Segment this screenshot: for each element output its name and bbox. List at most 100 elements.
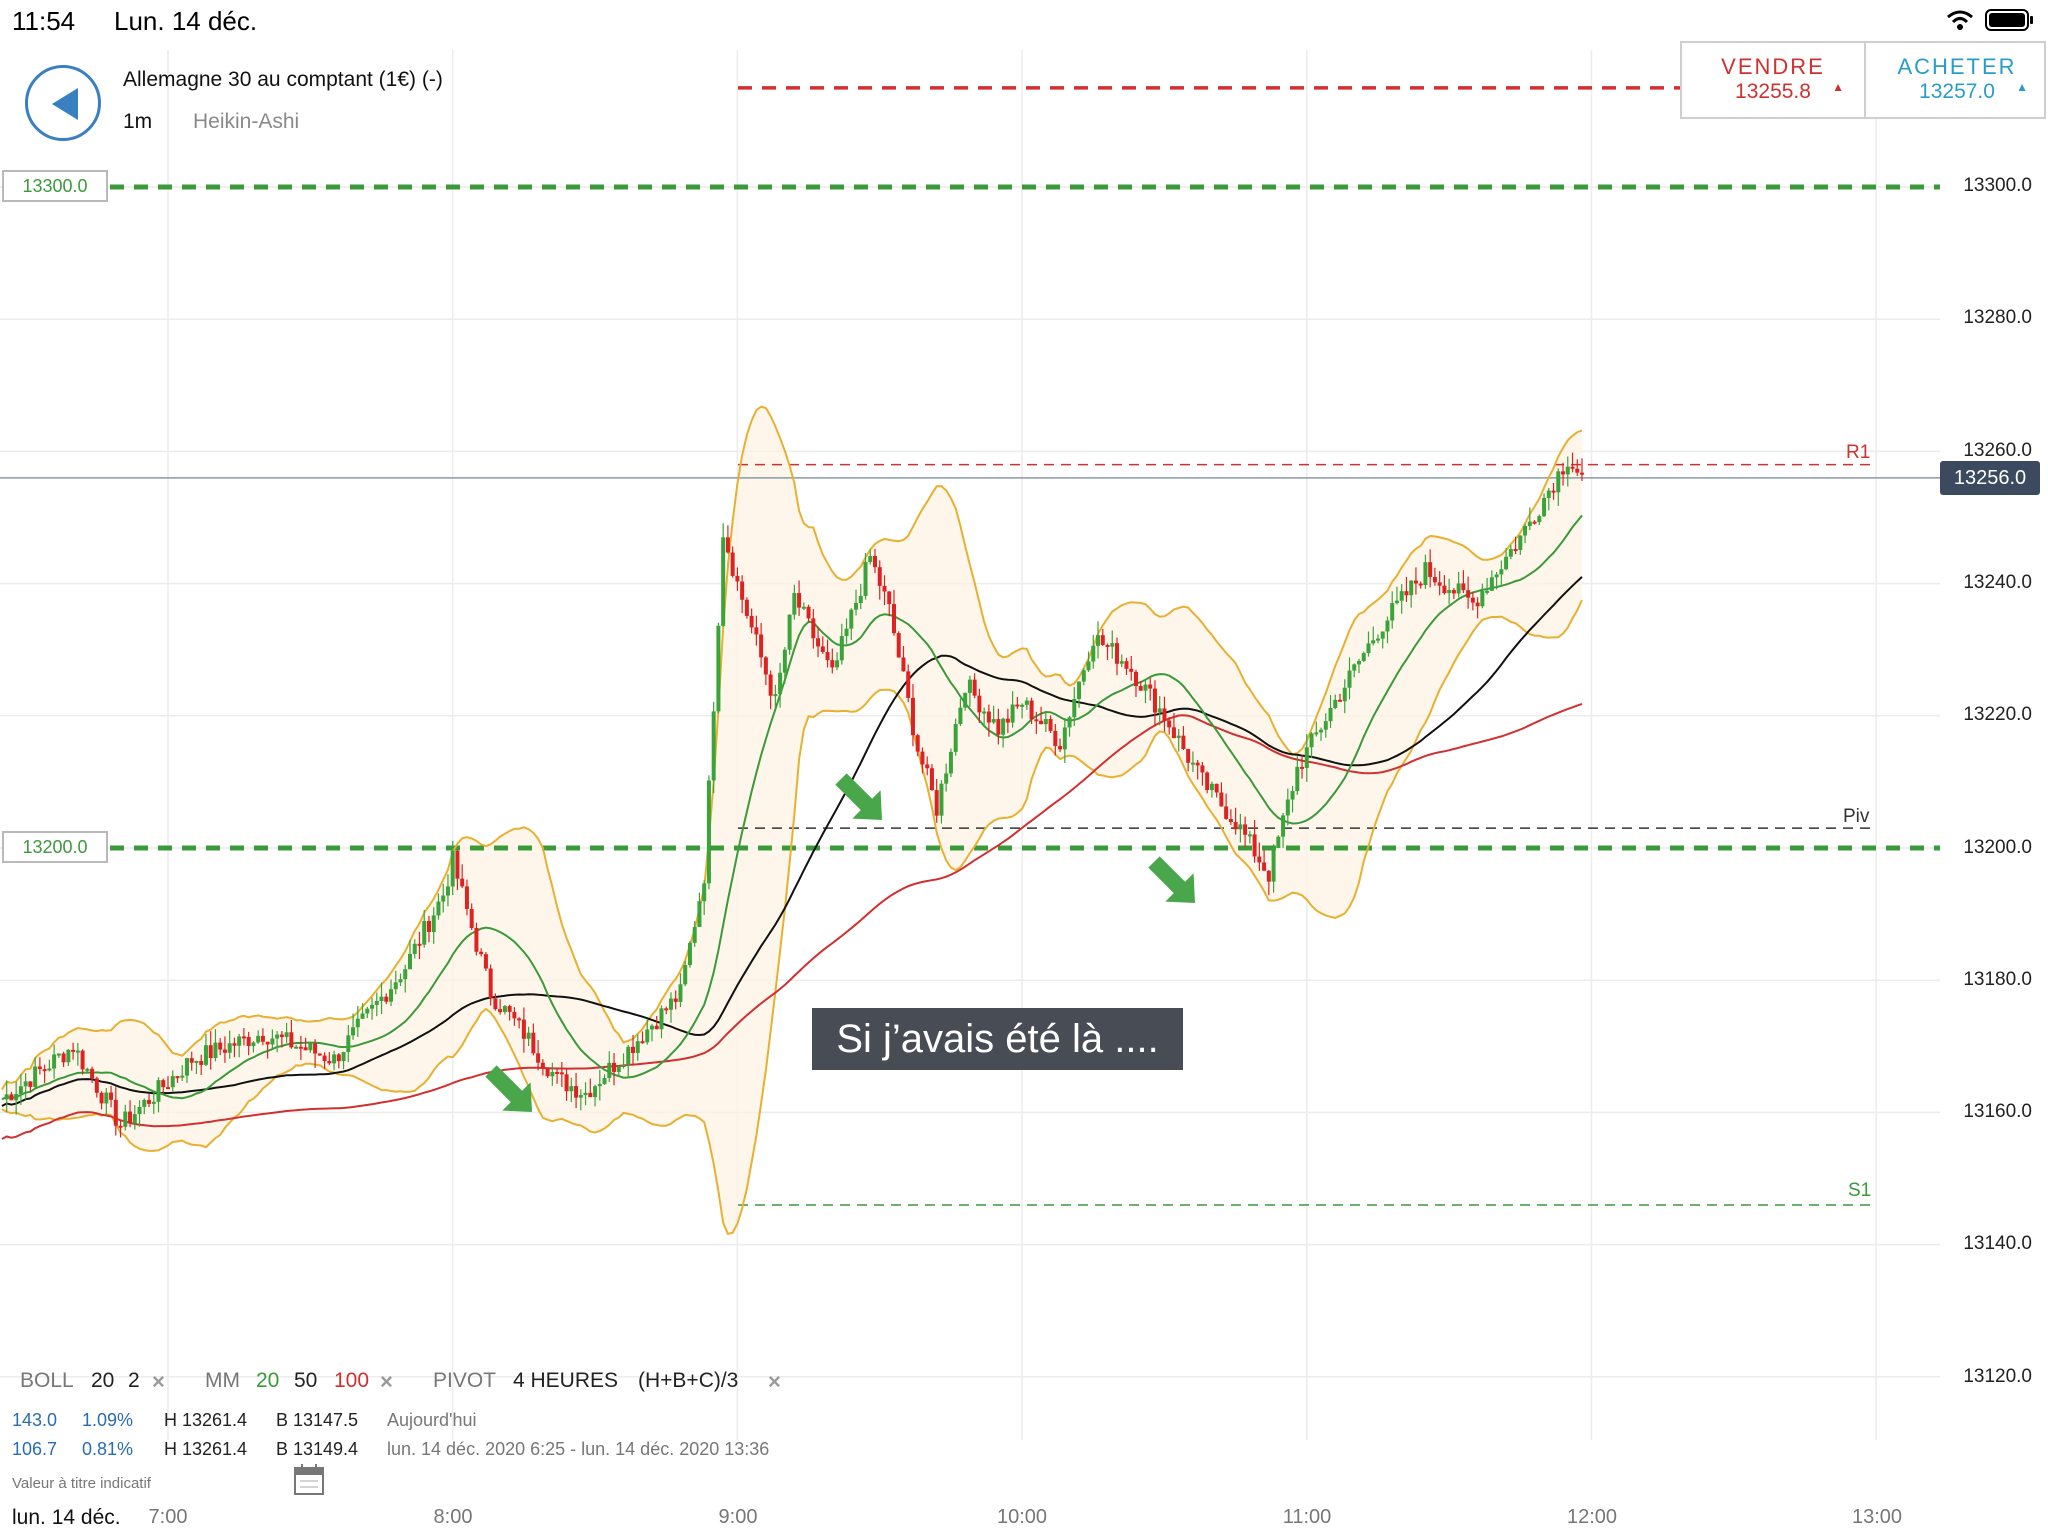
candle-body bbox=[56, 1053, 61, 1056]
calendar-icon[interactable] bbox=[293, 1462, 325, 1496]
candle-body bbox=[237, 1036, 242, 1046]
back-button[interactable] bbox=[25, 65, 101, 141]
y-tick-label: 13180.0 bbox=[1963, 969, 2032, 990]
candle-body bbox=[1115, 643, 1119, 664]
candle-body bbox=[436, 901, 441, 916]
candle-body bbox=[384, 996, 389, 1002]
candle-body bbox=[14, 1094, 19, 1101]
timeframe-selector[interactable]: 1m bbox=[123, 110, 153, 133]
candle-body bbox=[66, 1049, 71, 1063]
stat-pct: 1.09% bbox=[82, 1410, 134, 1430]
candle-body bbox=[1485, 590, 1490, 593]
candle-body bbox=[1309, 733, 1314, 748]
boll-dev: 2 bbox=[128, 1369, 140, 1392]
alert-level-tag-13200[interactable]: 13200.0 bbox=[2, 831, 108, 863]
candle-body bbox=[1328, 707, 1333, 722]
candle-body bbox=[132, 1114, 137, 1124]
candles bbox=[4, 452, 1585, 1138]
candle-body bbox=[934, 790, 939, 816]
candle-body bbox=[906, 671, 911, 698]
candle-body bbox=[279, 1034, 284, 1038]
chart-type-selector[interactable]: Heikin-Ashi bbox=[193, 110, 300, 133]
candle-body bbox=[1195, 762, 1200, 766]
arrow-up-icon-shape bbox=[1148, 856, 1195, 903]
candle-body bbox=[512, 1011, 517, 1019]
candle-body bbox=[1556, 471, 1561, 493]
sell-trend-up-icon: ▲ bbox=[1832, 80, 1844, 94]
alert-level-tag-13300[interactable]: 13300.0 bbox=[2, 170, 108, 202]
candle-body bbox=[260, 1035, 265, 1042]
candle-body bbox=[1039, 720, 1044, 725]
candle-body bbox=[341, 1052, 346, 1062]
candle-body bbox=[531, 1032, 536, 1054]
candle-body bbox=[1561, 471, 1566, 475]
candle-body bbox=[431, 915, 436, 932]
candle-body bbox=[199, 1060, 204, 1065]
y-tick-label: 13120.0 bbox=[1963, 1366, 2032, 1387]
x-tick-label: 13:00 bbox=[1851, 1506, 1903, 1528]
candle-body bbox=[1276, 836, 1281, 848]
candle-body bbox=[175, 1076, 180, 1079]
candle-body bbox=[265, 1041, 270, 1045]
candle-body bbox=[90, 1068, 95, 1079]
candle-body bbox=[393, 982, 398, 990]
x-tick-label: 7:00 bbox=[148, 1506, 188, 1528]
candle-body bbox=[104, 1092, 109, 1104]
candle-body bbox=[640, 1041, 645, 1044]
buy-button[interactable]: ACHETER 13257.0 ▲ bbox=[1866, 43, 2048, 117]
candle-body bbox=[1338, 699, 1343, 702]
candle-body bbox=[626, 1046, 631, 1065]
candle-body bbox=[687, 942, 692, 966]
candle-body bbox=[1565, 466, 1570, 475]
candle-body bbox=[692, 926, 697, 943]
annotation-text: Si j’avais été là .... bbox=[812, 1008, 1183, 1070]
candle-body bbox=[1428, 562, 1433, 577]
y-tick-label: 13140.0 bbox=[1963, 1233, 2032, 1254]
remove-boll-icon[interactable]: × bbox=[152, 1369, 165, 1394]
candle-body bbox=[1081, 670, 1086, 682]
candle-body bbox=[540, 1062, 545, 1069]
candle-body bbox=[1186, 749, 1191, 763]
remove-pivot-icon[interactable]: × bbox=[768, 1369, 781, 1394]
candle-body bbox=[1243, 824, 1248, 835]
candle-body bbox=[564, 1074, 569, 1092]
stat-change: 106.7 bbox=[12, 1439, 58, 1459]
candle-body bbox=[1371, 640, 1376, 644]
candle-body bbox=[1200, 765, 1205, 773]
candle-body bbox=[986, 711, 991, 723]
candle-body bbox=[455, 850, 460, 879]
candle-body bbox=[778, 672, 783, 695]
candle-body bbox=[1148, 684, 1153, 689]
candle-body bbox=[71, 1049, 76, 1052]
candle-body bbox=[873, 555, 878, 568]
candle-body bbox=[284, 1032, 289, 1038]
candle-body bbox=[967, 679, 972, 693]
candle-body bbox=[616, 1066, 621, 1072]
candle-body bbox=[507, 1006, 512, 1012]
candle-body bbox=[1390, 603, 1395, 621]
candle-body bbox=[1228, 818, 1233, 823]
candle-body bbox=[673, 998, 678, 1002]
candle-body bbox=[498, 1009, 503, 1013]
candle-body bbox=[877, 567, 882, 586]
arrow-up-icon bbox=[485, 1065, 532, 1112]
candle-body bbox=[18, 1086, 23, 1095]
remove-mm-icon[interactable]: × bbox=[380, 1369, 393, 1394]
candle-body bbox=[944, 773, 949, 784]
candle-body bbox=[1300, 766, 1305, 769]
candle-body bbox=[569, 1086, 574, 1092]
candle-body bbox=[797, 593, 802, 608]
candle-body bbox=[1423, 562, 1428, 586]
candle-body bbox=[1518, 535, 1523, 550]
candle-body bbox=[1537, 516, 1542, 523]
pivot-r1-label: R1 bbox=[1846, 442, 1871, 463]
candle-body bbox=[118, 1125, 123, 1128]
sell-button[interactable]: VENDRE 13255.8 ▲ bbox=[1682, 43, 1866, 117]
candle-body bbox=[1580, 472, 1585, 475]
pivot-piv-label: Piv bbox=[1843, 806, 1870, 827]
candle-body bbox=[161, 1080, 166, 1088]
candle-body bbox=[147, 1099, 152, 1104]
candle-body bbox=[583, 1092, 588, 1096]
candle-body bbox=[759, 634, 764, 658]
